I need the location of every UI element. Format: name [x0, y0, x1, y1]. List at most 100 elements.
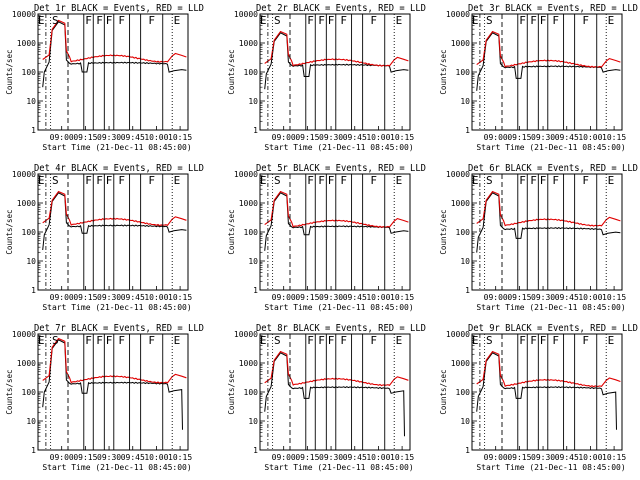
x-axis-label: Start Time (21-Dec-11 08:45:00): [264, 303, 413, 312]
x-axis-label: Start Time (21-Dec-11 08:45:00): [264, 463, 413, 472]
segment-letter: F: [85, 14, 92, 27]
y-axis-label: Counts/sec: [5, 369, 14, 414]
segment-letter: F: [582, 334, 589, 347]
x-tick-label: 09:30: [531, 293, 555, 302]
y-tick-label: 100: [22, 228, 37, 237]
x-tick-label: 10:00: [578, 133, 602, 142]
segment-letter: E: [38, 174, 45, 187]
events-series-line: [42, 192, 187, 251]
segment-letter: F: [96, 14, 103, 27]
segment-letter: F: [530, 334, 537, 347]
x-axis-label: Start Time (21-Dec-11 08:45:00): [476, 303, 625, 312]
segment-letter: F: [118, 174, 125, 187]
y-tick-label: 100: [456, 68, 471, 77]
x-tick-label: 09:45: [555, 453, 579, 462]
y-tick-label: 100: [244, 228, 259, 237]
x-tick-label: 09:00: [50, 293, 74, 302]
segment-letter: F: [96, 334, 103, 347]
x-tick-label: 10:00: [366, 453, 390, 462]
x-axis-label: Start Time (21-Dec-11 08:45:00): [42, 303, 191, 312]
panel-title: Det 8r BLACK = Events, RED = LLD: [256, 323, 426, 334]
events-series-line: [264, 32, 409, 90]
x-axis-label: Start Time (21-Dec-11 08:45:00): [42, 143, 191, 152]
panel-title: Det 9r BLACK = Events, RED = LLD: [468, 323, 638, 334]
y-tick-label: 1: [31, 126, 36, 135]
segment-letter: F: [148, 14, 155, 27]
segment-letter: S: [274, 334, 281, 347]
segment-letter: E: [260, 334, 267, 347]
panel-det-9r: Det 9r BLACK = Events, RED = LLD 1 10 100 10…: [439, 323, 638, 472]
x-tick-label: 10:15: [602, 453, 626, 462]
segment-letter: F: [85, 174, 92, 187]
segment-letter: S: [486, 14, 493, 27]
panel-det-1r: Det 1r BLACK = Events, RED = LLD 1 10 100 10…: [5, 3, 204, 152]
segment-letter: F: [340, 334, 347, 347]
plot-frame: [259, 13, 411, 131]
x-axis-label: Start Time (21-Dec-11 08:45:00): [476, 143, 625, 152]
panel-title: Det 2r BLACK = Events, RED = LLD: [256, 3, 426, 14]
lld-series-line: [42, 190, 187, 227]
plot-frame: [37, 333, 189, 451]
y-tick-label: 10000: [446, 170, 470, 179]
x-tick-label: 09:00: [272, 133, 296, 142]
y-axis-label: Counts/sec: [227, 369, 236, 414]
y-tick-label: 10: [26, 417, 36, 426]
segment-letter: F: [530, 174, 537, 187]
y-tick-label: 10: [26, 257, 36, 266]
segment-letter: E: [174, 14, 181, 27]
segment-letter: S: [52, 334, 59, 347]
segment-letter: F: [519, 14, 526, 27]
panel-title: Det 4r BLACK = Events, RED = LLD: [34, 163, 204, 174]
x-axis-label: Start Time (21-Dec-11 08:45:00): [264, 143, 413, 152]
segment-letter: E: [174, 174, 181, 187]
y-tick-label: 1: [465, 286, 470, 295]
segment-letter: S: [486, 334, 493, 347]
x-tick-label: 09:00: [272, 453, 296, 462]
y-tick-label: 10: [248, 97, 258, 106]
segment-letter: F: [328, 174, 335, 187]
x-axis-label: Start Time (21-Dec-11 08:45:00): [476, 463, 625, 472]
x-tick-label: 09:00: [484, 293, 508, 302]
lld-series-line: [476, 190, 621, 227]
segment-letter: F: [118, 14, 125, 27]
x-tick-label: 10:15: [390, 453, 414, 462]
x-tick-label: 09:45: [121, 453, 145, 462]
segment-letter: E: [608, 14, 615, 27]
y-tick-label: 1: [253, 286, 258, 295]
x-tick-label: 09:45: [555, 293, 579, 302]
x-tick-label: 09:45: [343, 293, 367, 302]
segment-letter: E: [38, 14, 45, 27]
y-tick-label: 10000: [12, 170, 36, 179]
x-tick-label: 10:15: [168, 453, 192, 462]
segment-letter: F: [552, 334, 559, 347]
panel-det-8r: Det 8r BLACK = Events, RED = LLD 1 10 100 10…: [227, 323, 426, 472]
panel-title: Det 6r BLACK = Events, RED = LLD: [468, 163, 638, 174]
segment-letter: E: [608, 334, 615, 347]
y-tick-label: 1000: [17, 199, 36, 208]
plot-frame: [37, 13, 189, 131]
x-tick-label: 10:15: [168, 133, 192, 142]
events-series-line: [42, 339, 183, 430]
x-tick-label: 09:45: [343, 133, 367, 142]
y-axis-label: Counts/sec: [439, 369, 448, 414]
y-axis-label: Counts/sec: [439, 49, 448, 94]
x-tick-label: 10:00: [578, 293, 602, 302]
x-tick-label: 09:15: [73, 293, 97, 302]
x-tick-label: 09:00: [50, 133, 74, 142]
y-tick-label: 10: [248, 257, 258, 266]
panel-det-2r: Det 2r BLACK = Events, RED = LLD 1 10 100 10…: [227, 3, 426, 152]
y-axis-label: Counts/sec: [227, 209, 236, 254]
lld-series-line: [476, 30, 621, 68]
x-tick-label: 09:00: [272, 293, 296, 302]
x-tick-label: 09:45: [121, 293, 145, 302]
x-tick-label: 09:30: [97, 133, 121, 142]
y-tick-label: 1000: [239, 359, 258, 368]
x-tick-label: 09:30: [97, 293, 121, 302]
x-tick-label: 10:15: [602, 133, 626, 142]
segment-letter: F: [340, 174, 347, 187]
segment-letter: F: [106, 174, 113, 187]
x-tick-label: 09:45: [121, 133, 145, 142]
x-tick-label: 10:15: [390, 293, 414, 302]
panel-det-5r: Det 5r BLACK = Events, RED = LLD 1 10 100 10…: [227, 163, 426, 312]
